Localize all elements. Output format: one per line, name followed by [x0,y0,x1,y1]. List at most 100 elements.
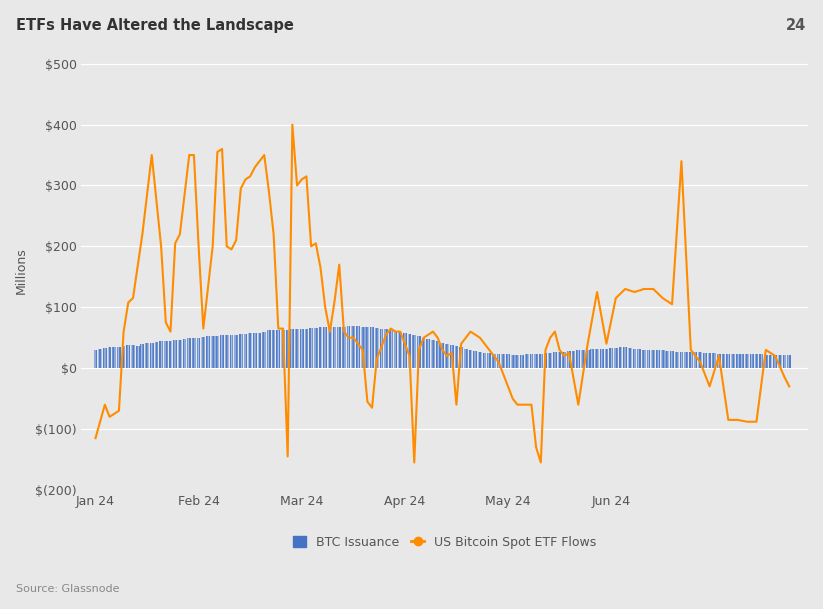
Bar [263,332,266,368]
Bar [515,355,519,368]
Bar [108,347,111,368]
Bar [609,348,613,368]
Bar [295,329,299,368]
Bar [689,353,693,368]
Bar [122,347,125,368]
Bar [117,348,121,368]
Bar [249,334,252,368]
Bar [277,330,280,368]
Bar [356,326,360,368]
Bar [788,356,791,368]
Bar [482,353,486,368]
Bar [202,337,205,368]
Bar [722,354,726,368]
Bar [389,330,393,368]
Bar [360,327,365,368]
Y-axis label: Millions: Millions [15,247,28,294]
Bar [586,350,589,368]
Bar [553,353,556,368]
Bar [127,345,130,368]
Bar [741,354,744,368]
Bar [647,350,650,368]
Bar [379,329,384,368]
Bar [436,342,439,368]
Bar [150,343,154,368]
Bar [169,341,172,368]
Bar [346,326,351,368]
Text: ETFs Have Altered the Landscape: ETFs Have Altered the Landscape [16,18,295,33]
Bar [544,353,547,368]
Bar [548,353,552,368]
Bar [459,348,463,368]
Bar [305,329,309,368]
Bar [666,351,669,368]
Bar [403,333,407,368]
Bar [374,328,379,368]
Bar [576,351,580,368]
Bar [675,352,679,368]
Bar [694,353,697,368]
Bar [652,351,655,368]
Bar [497,354,500,368]
Bar [131,345,135,368]
Bar [684,352,688,368]
Bar [450,345,453,368]
Bar [736,354,740,368]
Bar [431,340,435,368]
Bar [783,356,787,368]
Bar [468,350,472,368]
Bar [202,337,205,368]
Bar [155,342,158,368]
Bar [501,354,505,368]
Bar [108,347,111,368]
Bar [769,355,772,368]
Bar [619,348,622,368]
Bar [755,354,758,368]
Bar [286,330,290,368]
Bar [291,329,295,368]
Bar [698,353,702,368]
Bar [197,338,201,368]
Bar [319,328,323,368]
Bar [174,340,177,368]
Bar [192,338,196,368]
Bar [619,348,622,368]
Bar [445,344,449,368]
Bar [605,349,608,368]
Bar [600,349,603,368]
Bar [642,350,646,368]
Bar [436,342,439,368]
Bar [263,332,266,368]
Bar [281,330,285,368]
Bar [309,328,313,368]
Bar [421,338,425,368]
Bar [225,336,229,368]
Bar [558,353,561,368]
Bar [760,354,763,368]
Bar [440,343,444,368]
Bar [258,333,262,368]
Bar [286,330,290,368]
Bar [764,355,768,368]
Bar [511,355,514,368]
Bar [623,348,627,368]
Bar [113,347,116,368]
Bar [323,328,327,368]
Bar [145,343,149,368]
Bar [337,327,341,368]
Bar [221,336,224,368]
Bar [337,327,341,368]
Bar [159,342,163,368]
Bar [464,349,467,368]
Bar [332,327,337,368]
Bar [239,334,243,368]
Bar [769,355,772,368]
Bar [722,354,726,368]
Bar [351,326,356,368]
Bar [670,351,674,368]
Bar [384,329,388,368]
Bar [590,350,594,368]
Bar [713,353,716,368]
Bar [525,354,528,368]
Bar [745,354,749,368]
